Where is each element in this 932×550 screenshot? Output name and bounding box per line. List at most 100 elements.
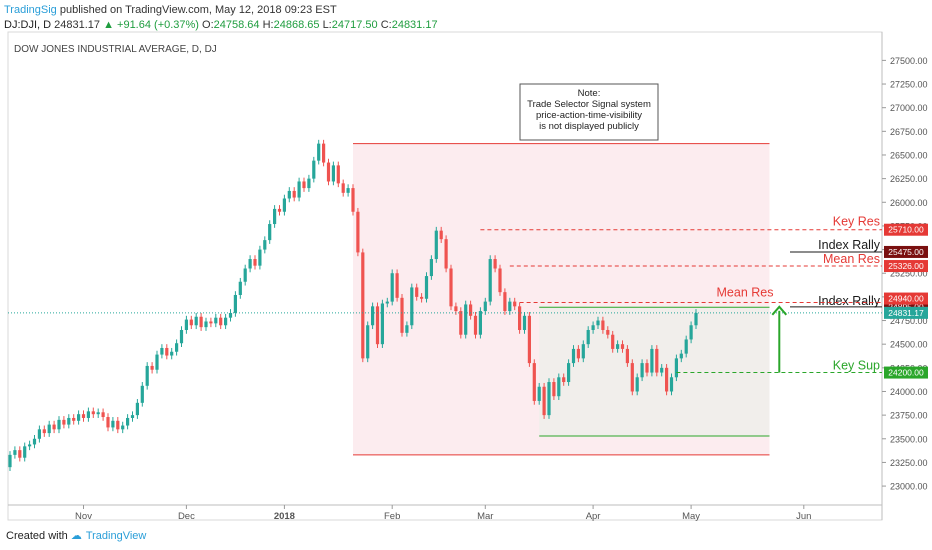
note-line-1: Note:	[578, 88, 601, 99]
note-line-4: is not displayed publicly	[539, 121, 639, 132]
candle-body-124	[616, 344, 620, 349]
candle-body-77	[385, 301, 389, 304]
candle-body-22	[116, 420, 120, 430]
candle-body-114	[567, 363, 571, 383]
candle-body-111	[552, 382, 556, 397]
y-tick-label-18: 27500.00	[890, 56, 928, 66]
level-badge-label-2: 25326.00	[888, 261, 924, 271]
candle-body-98	[488, 259, 492, 302]
created-with-text: Created with	[6, 530, 68, 542]
y-tick-label-3: 23750.00	[890, 411, 928, 421]
candle-body-43	[219, 317, 223, 326]
candle-body-44	[224, 317, 228, 326]
x-tick-label-3: Feb	[384, 511, 400, 522]
x-tick-label-0: Nov	[75, 511, 92, 522]
y-tick-label-17: 27250.00	[890, 80, 928, 90]
chart-title: DOW JONES INDUSTRIAL AVERAGE, D, DJ	[14, 44, 217, 55]
note-line-2: Trade Selector Signal system	[527, 99, 651, 110]
level-badge-label-1: 25475.00	[888, 247, 924, 257]
x-tick-label-7: Jun	[796, 511, 811, 522]
candle-body-11	[62, 419, 66, 425]
y-tick-label-7: 24750.00	[890, 316, 928, 326]
y-axis: 23000.00 23250.00 23500.00 23750.00 24000.00…	[882, 56, 928, 492]
y-tick-label-4: 24000.00	[890, 387, 928, 397]
candle-body-100	[498, 268, 502, 293]
candle-body-7	[42, 429, 46, 434]
candle-body-140	[694, 312, 698, 326]
candle-body-120	[596, 320, 600, 326]
candle-body-75	[375, 306, 380, 345]
level-badge-label-5: 24200.00	[888, 368, 924, 378]
candle-body-6	[37, 429, 41, 439]
candle-body-73	[366, 325, 370, 359]
candle-body-101	[503, 292, 507, 312]
candle-body-66	[331, 165, 335, 182]
level-badge-0	[884, 223, 928, 236]
candle-body-48	[243, 268, 247, 282]
candle-body-126	[625, 348, 629, 364]
candle-body-82	[410, 287, 414, 326]
close-value: 24831.17	[391, 19, 438, 31]
candle-body-10	[57, 419, 61, 430]
candle-body-96	[478, 311, 482, 335]
rally-arrow	[771, 305, 788, 373]
candle-body-89	[444, 239, 448, 269]
candle-body-84	[420, 296, 424, 299]
candle-body-62	[312, 160, 316, 179]
candle-body-106	[527, 315, 531, 364]
candle-body-76	[380, 303, 384, 345]
candle-body-133	[660, 367, 664, 373]
high-value: 24868.65	[273, 19, 320, 31]
level-label-4: Mean Res	[717, 286, 774, 300]
candle-body-59	[297, 181, 301, 198]
candle-body-131	[650, 348, 654, 373]
candle-body-2	[18, 450, 22, 458]
level-label-5: Key Sup	[833, 359, 880, 373]
low-label: L:	[322, 19, 332, 31]
candle-body-104	[518, 306, 522, 330]
candle-body-139	[689, 325, 693, 340]
candle-body-1	[13, 450, 17, 455]
candle-body-123	[611, 334, 615, 349]
candle-body-85	[424, 276, 429, 299]
tradingview-link[interactable]: TradingView	[85, 530, 147, 542]
candle-body-116	[576, 348, 580, 359]
candle-body-78	[390, 273, 394, 302]
y-tick-label-16: 27000.00	[890, 103, 928, 113]
level-badge-2	[884, 260, 928, 273]
open-value: 24758.64	[213, 19, 260, 31]
candle-body-107	[532, 363, 536, 401]
candle-body-60	[302, 181, 306, 189]
candle-body-118	[586, 329, 590, 345]
footer: Created with ☁ TradingView	[6, 529, 146, 542]
candle-body-40	[204, 321, 208, 328]
note-frame	[519, 83, 659, 141]
candle-body-117	[581, 344, 585, 359]
candle-body-68	[341, 183, 345, 193]
publisher-name[interactable]: TradingSig	[4, 4, 57, 16]
candle-body-16	[86, 411, 90, 418]
candle-body-136	[674, 358, 678, 378]
y-tick-label-13: 26250.00	[890, 174, 928, 184]
candle-body-36	[184, 319, 188, 330]
candle-body-86	[429, 259, 433, 277]
candle-body-69	[346, 188, 350, 193]
y-tick-label-15: 26750.00	[890, 127, 928, 137]
tradingview-cloud-icon: ☁	[70, 530, 82, 542]
candle-body-83	[415, 287, 419, 297]
candle-body-74	[371, 306, 375, 326]
x-axis: Nov Dec 2018 Feb Mar Apr May Jun	[75, 505, 811, 522]
candle-body-132	[655, 348, 659, 373]
level-layer: Key Res 25710.00 Index Rally 25475.00 Mean R…	[8, 215, 928, 379]
y-tick-label-1: 23250.00	[890, 458, 928, 468]
level-badge-4	[884, 292, 928, 305]
candle-body-88	[439, 230, 443, 240]
candle-body-34	[175, 343, 179, 352]
candle-body-105	[522, 315, 527, 330]
level-badge-label-3: 24895.00	[888, 302, 924, 312]
candle-body-3	[23, 446, 27, 458]
candle-body-57	[287, 190, 291, 199]
last-price: 24831.17	[54, 19, 101, 31]
high-label: H:	[262, 19, 274, 31]
